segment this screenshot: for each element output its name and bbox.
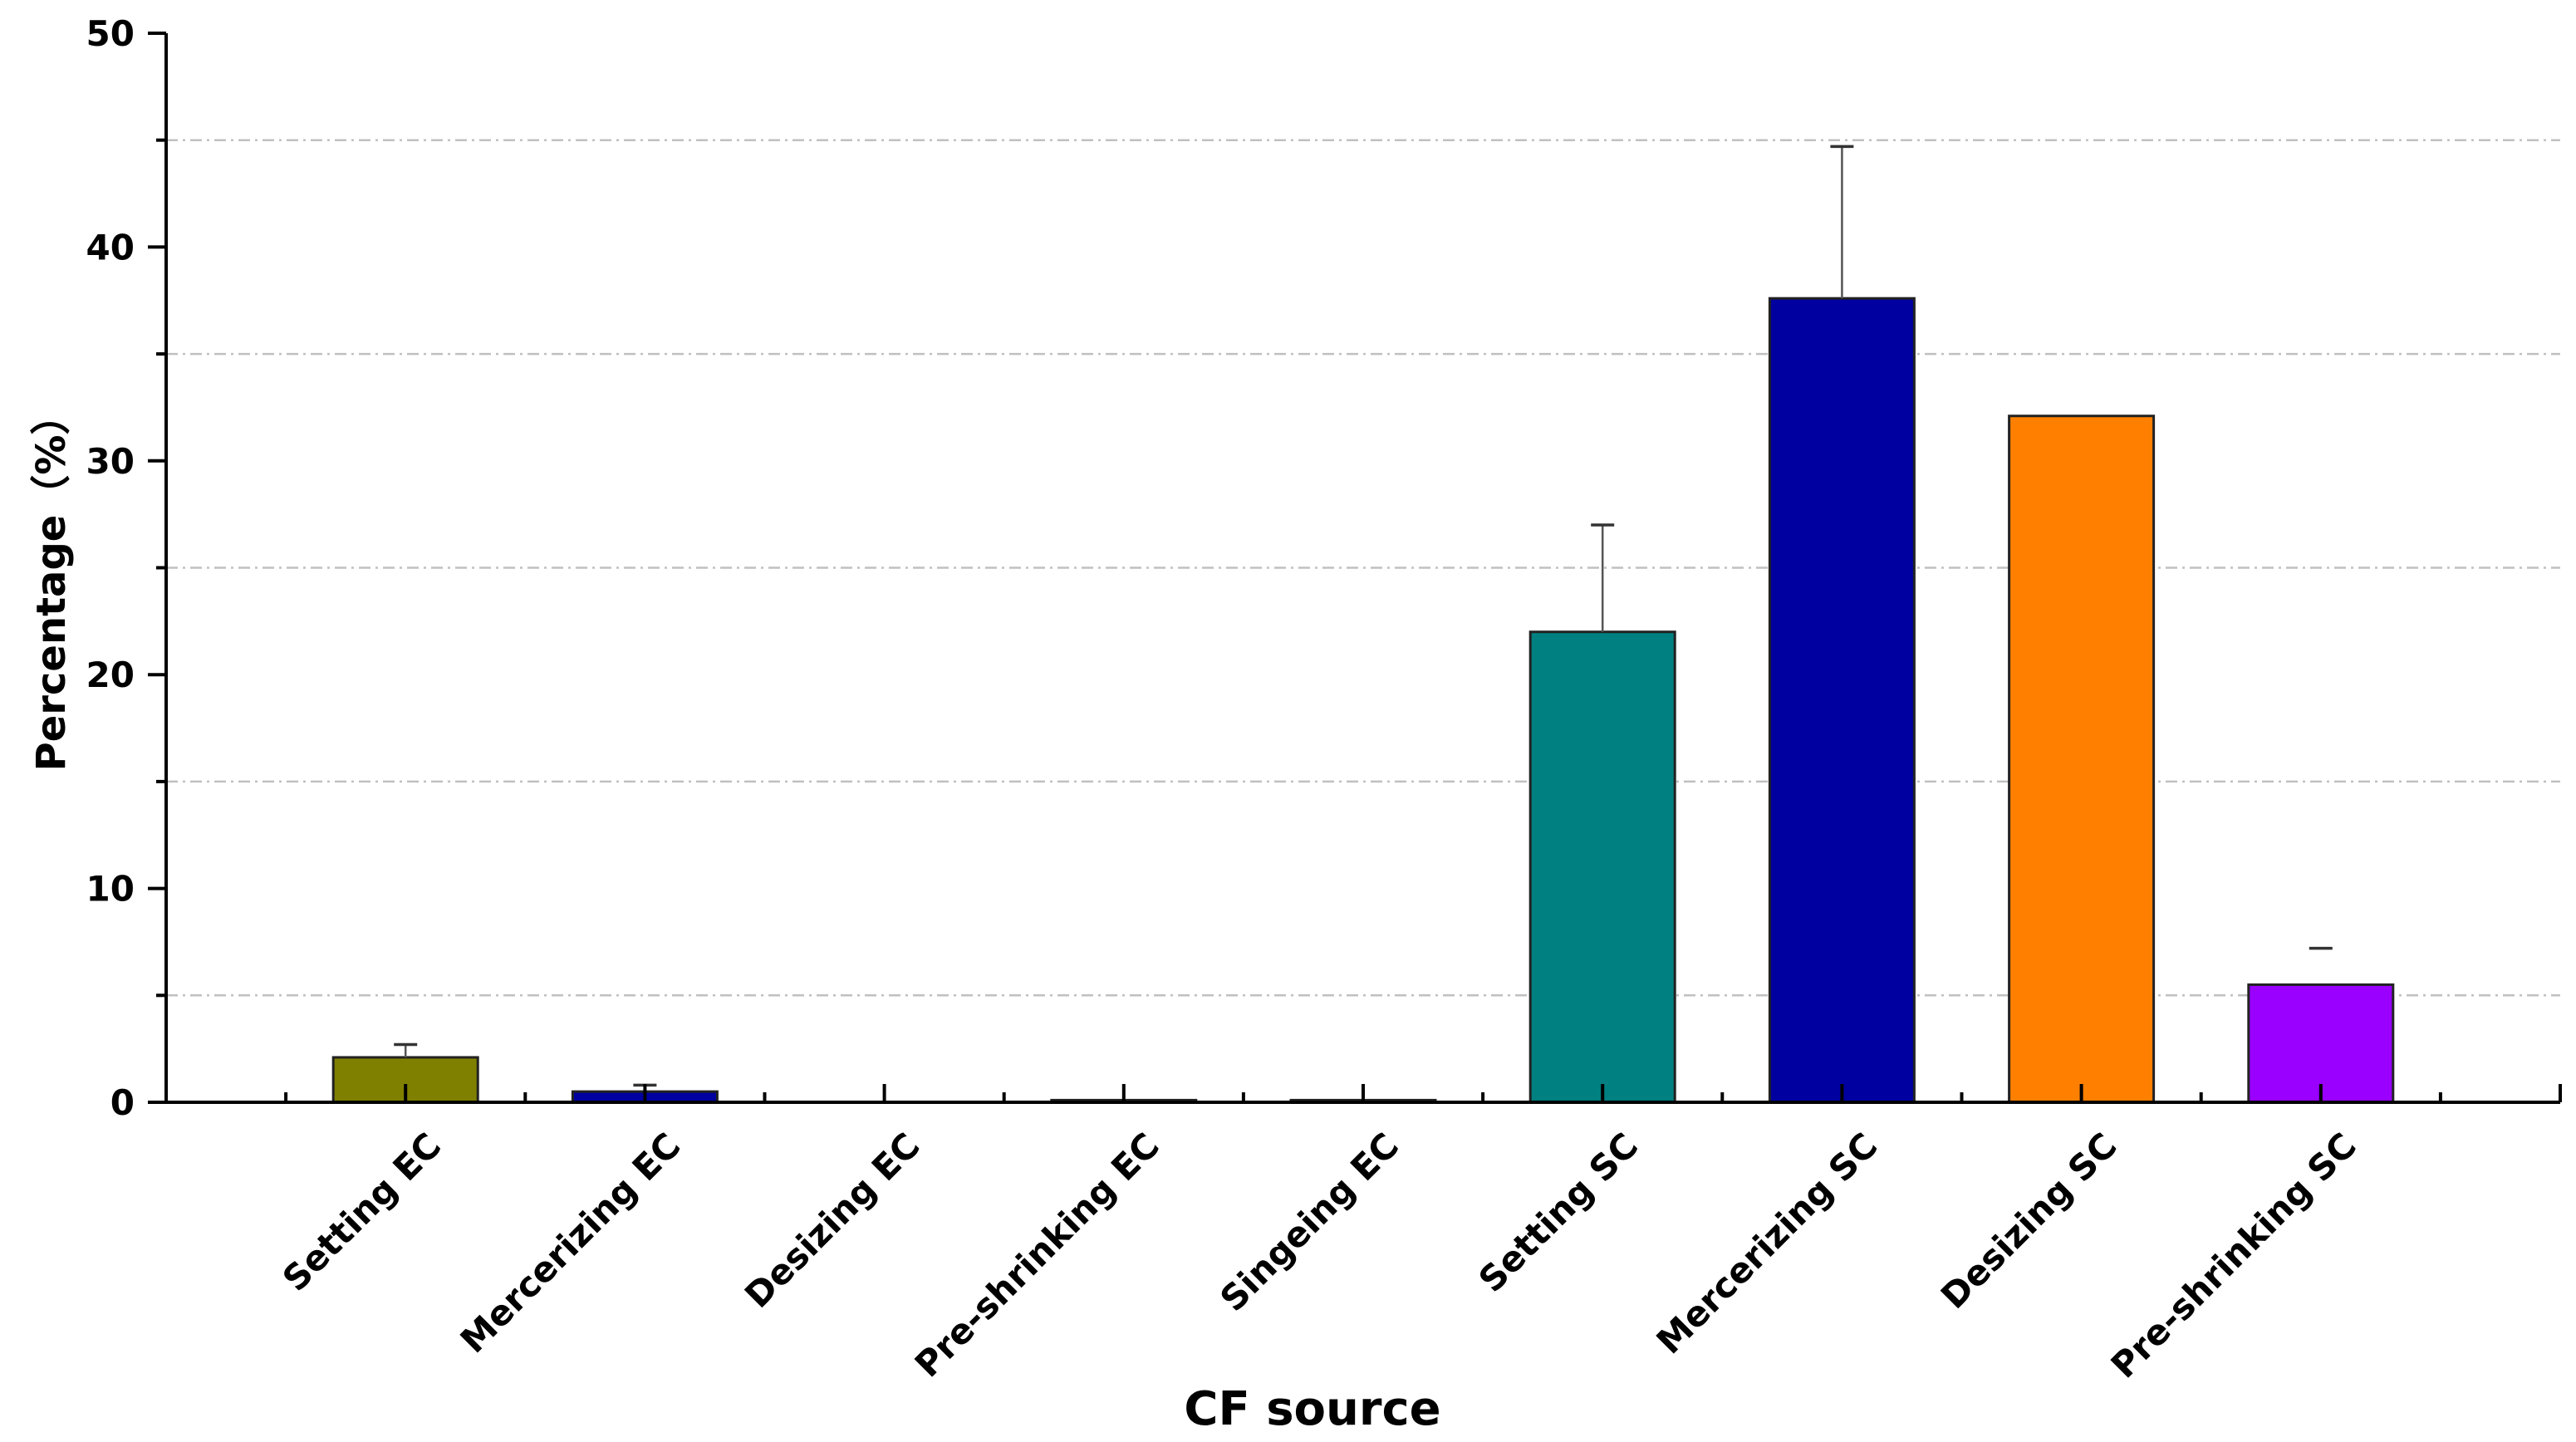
y-tick-label: 40 [86,227,135,267]
bars [331,145,2395,1104]
y-tick-label: 30 [86,441,135,482]
x-tick-label: Pre-shrinking SC [2103,1125,2364,1386]
x-tick-label: Desizing EC [737,1125,928,1316]
bar-desizing-sc [2008,414,2156,1104]
x-tick-label: Mercerizing SC [1649,1125,1886,1361]
gridlines [166,139,2560,997]
x-tick-label: Pre-shrinking EC [907,1125,1167,1385]
x-tick-label: Desizing SC [1933,1125,2125,1317]
x-tick-label: Setting SC [1471,1125,1646,1300]
x-tick-label: Setting EC [275,1125,449,1299]
bar-setting-sc [1528,630,1676,1104]
x-tick-label: Mercerizing EC [453,1125,689,1361]
axes [148,32,2562,1104]
y-tick-label: 10 [86,869,135,910]
x-tick-labels: Setting EC Mercerizing EC Desizing ECPre-s… [275,1125,2364,1386]
y-tick-label: 0 [110,1082,135,1123]
y-tick-label: 20 [86,655,135,695]
x-axis-title: CF source [1184,1382,1440,1436]
y-tick-labels: 0 10 20 30 40 50 [86,13,135,1123]
bar-mercerizing-sc [1768,297,1916,1104]
y-tick-label: 50 [86,13,135,54]
x-tick-label: Singeing EC [1212,1125,1406,1319]
y-axis-title: Percentage（%） [28,395,75,772]
